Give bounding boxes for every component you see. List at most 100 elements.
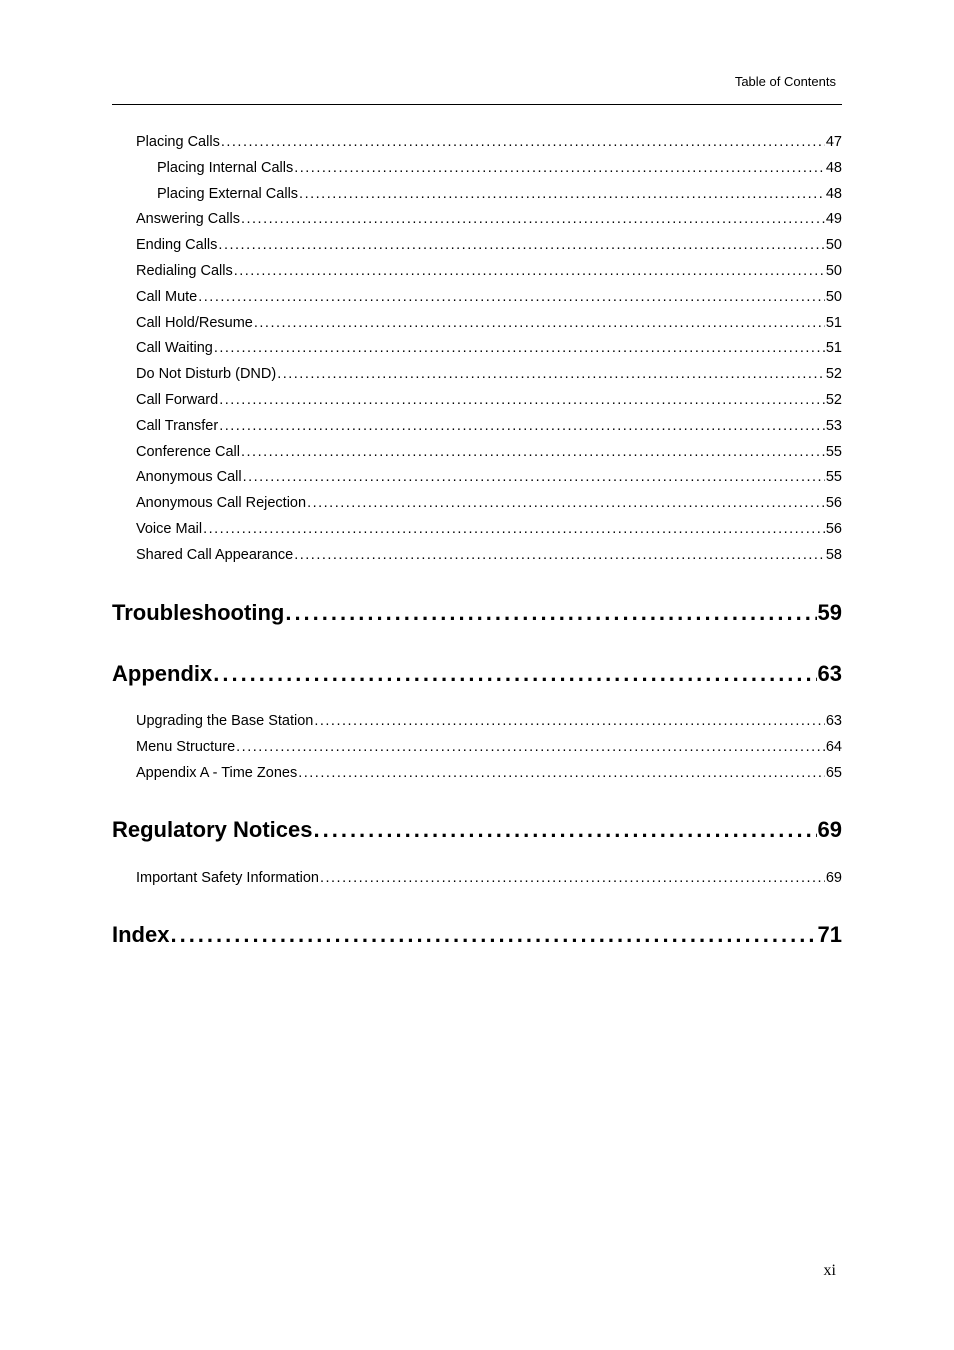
running-header: Table of Contents [735,74,836,89]
toc-entry: Index 71 [112,917,842,952]
toc-leader [254,311,825,337]
toc-entry: Call Forward 52 [136,388,842,414]
toc-entry: Voice Mail 56 [136,517,842,543]
toc-entry: Conference Call 55 [136,440,842,466]
toc-leader [221,130,825,156]
toc-entry: Answering Calls49 [136,207,842,233]
toc-leader [234,259,825,285]
toc-leader [314,812,817,847]
toc-label: Shared Call Appearance [136,543,293,569]
toc-entry: Anonymous Call Rejection 56 [136,491,842,517]
toc-entry: Call Hold/Resume 51 [136,311,842,337]
toc-page: 63 [818,656,842,691]
toc-page: 50 [826,233,842,259]
toc-page: 50 [826,285,842,311]
toc-entry: Placing Calls 47 [136,130,842,156]
toc-entry: Call Waiting 51 [136,336,842,362]
toc-entry: Redialing Calls 50 [136,259,842,285]
header-rule [112,104,842,105]
toc-entry: Important Safety Information 69 [136,866,842,892]
toc-leader [294,543,825,569]
toc-label: Redialing Calls [136,259,233,285]
toc-page: 71 [818,917,842,952]
toc-page: 58 [826,543,842,569]
toc-label: Troubleshooting [112,595,284,630]
toc-label: Regulatory Notices [112,812,313,847]
toc-label: Index [112,917,169,952]
toc-page: 51 [826,336,842,362]
toc-label: Call Transfer [136,414,218,440]
toc-leader [298,761,825,787]
toc-label: Placing Internal Calls [157,156,293,182]
page-number: xi [824,1262,836,1280]
toc-page: 63 [826,709,842,735]
toc-leader [294,156,825,182]
toc-leader [299,182,825,208]
toc-leader [219,388,825,414]
toc-label: Call Forward [136,388,218,414]
toc-page: 69 [826,866,842,892]
toc-entry: Call Transfer 53 [136,414,842,440]
toc-page: 65 [826,761,842,787]
toc-leader [213,656,816,691]
toc-label: Ending Calls [136,233,217,259]
toc-label: Placing Calls [136,130,220,156]
toc-entry: Shared Call Appearance 58 [136,543,842,569]
toc-page: 69 [818,812,842,847]
toc-entry: Placing External Calls 48 [157,182,842,208]
toc-page: 55 [826,440,842,466]
toc-label: Call Hold/Resume [136,311,253,337]
toc-label: Anonymous Call Rejection [136,491,306,517]
toc-page: 53 [826,414,842,440]
toc-entry: Upgrading the Base Station 63 [136,709,842,735]
toc-leader [320,866,825,892]
toc-page: 51 [826,311,842,337]
toc-label: Menu Structure [136,735,235,761]
toc-page: 56 [826,491,842,517]
toc-leader [241,440,825,466]
toc-label: Voice Mail [136,517,202,543]
toc-label: Upgrading the Base Station [136,709,313,735]
toc-leader [277,362,825,388]
toc-label: Conference Call [136,440,240,466]
toc-leader [285,595,816,630]
toc-entry: Regulatory Notices 69 [112,812,842,847]
toc-page: 52 [826,388,842,414]
toc-leader [170,917,816,952]
toc-label: Call Waiting [136,336,213,362]
toc-label: Placing External Calls [157,182,298,208]
toc-entry: Ending Calls 50 [136,233,842,259]
toc-page: 48 [826,182,842,208]
toc-leader [214,336,825,362]
toc-entry: Menu Structure 64 [136,735,842,761]
toc-leader [314,709,825,735]
toc-page: 48 [826,156,842,182]
toc-page: 49 [826,207,842,233]
toc-leader [218,233,824,259]
toc-page: 64 [826,735,842,761]
toc-page: 47 [826,130,842,156]
toc-page: 56 [826,517,842,543]
toc-entry: Appendix 63 [112,656,842,691]
toc-entry: Placing Internal Calls 48 [157,156,842,182]
toc-page: 50 [826,259,842,285]
toc-leader [236,735,825,761]
toc-leader [243,465,825,491]
toc-label: Do Not Disturb (DND) [136,362,276,388]
toc-label: Appendix [112,656,212,691]
toc-entry: Do Not Disturb (DND) 52 [136,362,842,388]
toc-leader [198,285,825,311]
toc-page: 59 [818,595,842,630]
toc-page: 52 [826,362,842,388]
toc-leader [307,491,825,517]
toc-label: Important Safety Information [136,866,319,892]
toc-entry: Appendix A - Time Zones65 [136,761,842,787]
page: Table of Contents Placing Calls47Placing… [0,0,954,1350]
toc-entry: Anonymous Call55 [136,465,842,491]
toc-leader [203,517,825,543]
toc-entry: Troubleshooting 59 [112,595,842,630]
toc-label: Anonymous Call [136,465,242,491]
toc-leader [219,414,825,440]
toc-entry: Call Mute50 [136,285,842,311]
toc-leader [241,207,825,233]
